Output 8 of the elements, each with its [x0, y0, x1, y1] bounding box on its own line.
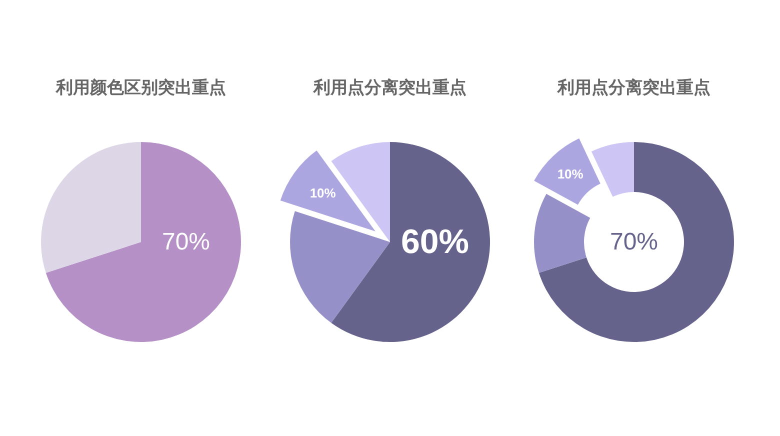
data-label: 10%	[310, 186, 336, 201]
text: 70%	[610, 228, 658, 256]
chart-title: 利用颜色区别突出重点	[55, 78, 226, 97]
chart-title: 利用点分离突出重点	[312, 78, 466, 97]
data-label: 10%	[557, 166, 584, 182]
chart-title: 利用点分离突出重点	[556, 78, 710, 97]
data-label: 60%	[400, 223, 470, 261]
data-label: 70%	[162, 228, 210, 256]
